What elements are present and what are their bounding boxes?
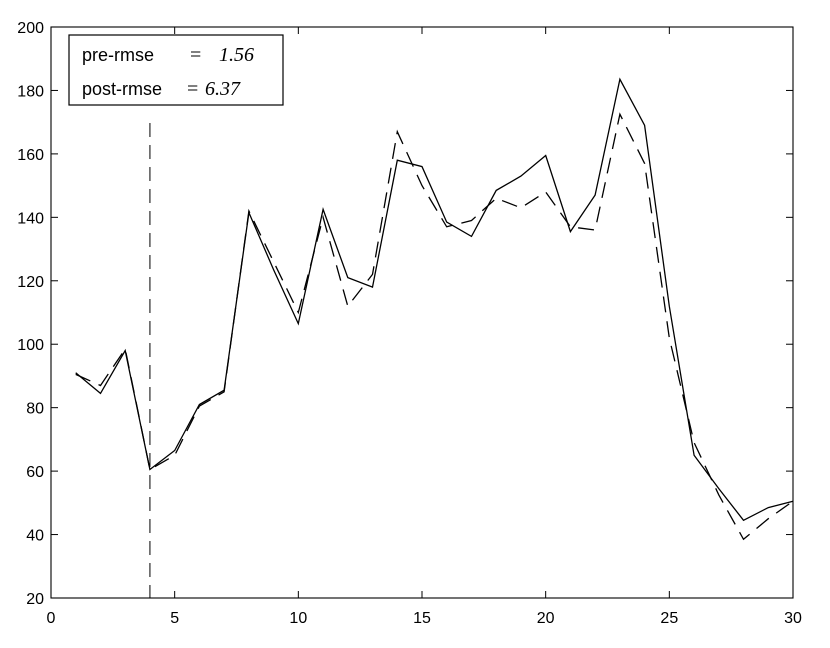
axes-layer xyxy=(50,26,794,599)
legend: pre-rmse = 1.56 post-rmse = 6.37 xyxy=(68,34,284,106)
y-tick-label: 200 xyxy=(17,20,44,37)
y-tick-label: 180 xyxy=(17,83,44,100)
y-tick-label: 40 xyxy=(26,528,44,545)
x-tick-label: 30 xyxy=(784,610,802,627)
legend-eq-post: = xyxy=(187,78,198,100)
x-tick-label: 25 xyxy=(660,610,678,627)
legend-value-pre: 1.56 xyxy=(219,44,254,66)
legend-label-pre: pre-rmse xyxy=(82,45,154,65)
y-tick-label: 20 xyxy=(26,591,44,608)
legend-eq-pre: = xyxy=(190,44,201,66)
legend-label-post: post-rmse xyxy=(82,79,162,99)
axes-box xyxy=(50,26,794,599)
tick-layer: 0 5 10 15 20 25 30 20 40 60 80 100 120 140 160 180 200 xyxy=(17,20,802,627)
x-tick-label: 15 xyxy=(413,610,431,627)
y-tick-label: 80 xyxy=(26,401,44,418)
x-tick-label: 0 xyxy=(47,610,56,627)
y-tick-label: 60 xyxy=(26,464,44,481)
y-tick-label: 100 xyxy=(17,337,44,354)
y-tick-label: 160 xyxy=(17,147,44,164)
legend-value-post: 6.37 xyxy=(205,78,241,100)
y-tick-label: 140 xyxy=(17,210,44,227)
x-tick-label: 5 xyxy=(170,610,179,627)
x-tick-label: 20 xyxy=(537,610,555,627)
series-line-1 xyxy=(75,112,794,541)
series-line-0 xyxy=(75,77,794,522)
x-tick-label: 10 xyxy=(289,610,307,627)
plot-layer xyxy=(75,77,794,598)
y-tick-label: 120 xyxy=(17,274,44,291)
legend-box xyxy=(68,34,284,106)
